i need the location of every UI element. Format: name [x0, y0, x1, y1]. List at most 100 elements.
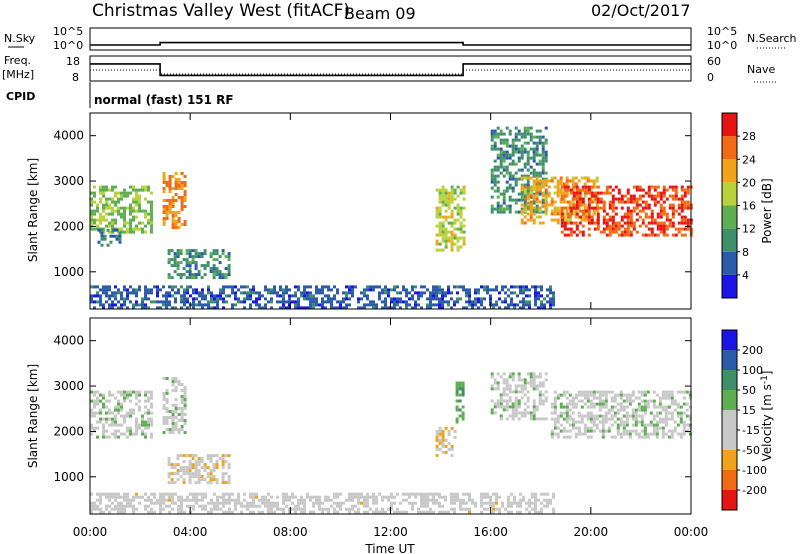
heatmap-cell [180, 398, 184, 401]
heatmap-cell [167, 457, 171, 461]
heatmap-cell [435, 444, 439, 448]
heatmap-cell [532, 414, 536, 418]
heatmap-cell [300, 495, 303, 499]
heatmap-cell [502, 390, 506, 394]
heatmap-cell [526, 212, 530, 216]
heatmap-cell [532, 147, 536, 151]
heatmap-cell [538, 390, 542, 394]
heatmap-cell [90, 492, 93, 496]
heatmap-cell [575, 197, 579, 201]
heatmap-cell [168, 205, 172, 208]
heatmap-cell [108, 294, 111, 298]
heatmap-cell [529, 194, 533, 198]
heatmap-cell [486, 501, 489, 505]
heatmap-cell [147, 218, 150, 222]
heatmap-cell [532, 182, 536, 186]
heatmap-cell [327, 294, 330, 298]
heatmap-cell [552, 294, 555, 298]
heatmap-cell [174, 404, 178, 407]
heatmap-cell [465, 507, 468, 511]
heatmap-cell [243, 498, 246, 502]
heatmap-cell [568, 203, 572, 207]
heatmap-cell [516, 510, 519, 514]
heatmap-cell [625, 429, 629, 433]
heatmap-cell [414, 300, 417, 304]
heatmap-cell [111, 423, 114, 427]
heatmap-cell [577, 206, 581, 210]
heatmap-cell [587, 197, 591, 201]
heatmap-cell [455, 387, 459, 391]
heatmap-cell [294, 507, 297, 511]
heatmap-cell [516, 285, 519, 289]
heatmap-cell [174, 300, 177, 304]
heatmap-cell [674, 185, 678, 189]
heatmap-cell [114, 492, 117, 496]
heatmap-cell [571, 176, 575, 180]
heatmap-cell [680, 221, 684, 225]
heatmap-cell [546, 300, 549, 304]
heatmap-cell [465, 294, 468, 298]
heatmap-cell [203, 463, 207, 467]
heatmap-cell [680, 227, 684, 231]
heatmap-cell [174, 178, 178, 181]
heatmap-cell [511, 174, 515, 178]
heatmap-cell [150, 291, 153, 295]
heatmap-cell [581, 200, 585, 204]
heatmap-cell [123, 191, 126, 195]
heatmap-cell [351, 498, 354, 502]
heatmap-cell [583, 396, 587, 400]
heatmap-cell [511, 417, 515, 421]
heatmap-cell [96, 291, 99, 295]
heatmap-cell [138, 227, 141, 231]
heatmap-cell [617, 188, 621, 192]
heatmap-cell [667, 390, 671, 394]
heatmap-cell [174, 306, 177, 310]
heatmap-cell [183, 199, 187, 202]
heatmap-cell [580, 399, 584, 403]
heatmap-cell [321, 507, 324, 511]
heatmap-cell [652, 414, 656, 418]
x-axis-label: Time UT [364, 542, 415, 554]
heatmap-cell [587, 191, 591, 195]
heatmap-cell [502, 207, 506, 211]
heatmap-cell [174, 492, 177, 496]
heatmap-cell [550, 197, 554, 201]
heatmap-cell [156, 306, 159, 310]
heatmap-cell [176, 472, 180, 476]
heatmap-cell [502, 156, 506, 160]
heatmap-cell [438, 426, 442, 430]
colorbar-segment [722, 370, 737, 390]
heatmap-cell [550, 402, 554, 406]
heatmap-cell [330, 288, 333, 292]
heatmap-cell [578, 221, 582, 225]
heatmap-cell [568, 218, 572, 222]
heatmap-cell [141, 414, 144, 418]
heatmap-cell [556, 435, 560, 439]
heatmap-cell [381, 300, 384, 304]
heatmap-cell [96, 224, 99, 228]
heatmap-cell [327, 495, 330, 499]
heatmap-cell [150, 405, 153, 409]
heatmap-cell [183, 190, 187, 193]
heatmap-cell [441, 233, 445, 237]
heatmap-cell [502, 174, 506, 178]
heatmap-cell [631, 390, 635, 394]
heatmap-cell [496, 402, 500, 406]
heatmap-cell [676, 411, 680, 415]
heatmap-cell [357, 510, 360, 514]
heatmap-cell [177, 226, 181, 229]
heatmap-cell [680, 194, 684, 198]
heatmap-cell [632, 209, 636, 213]
heatmap-cell [162, 220, 166, 223]
heatmap-cell [532, 150, 536, 154]
heatmap-cell [198, 300, 201, 304]
heatmap-cell [641, 194, 645, 198]
heatmap-cell [179, 454, 183, 458]
heatmap-cell [408, 501, 411, 505]
heatmap-cell [626, 191, 630, 195]
heatmap-cell [129, 393, 132, 397]
heatmap-cell [185, 249, 189, 253]
heatmap-cell [572, 185, 576, 189]
heatmap-cell [120, 510, 123, 514]
heatmap-cell [650, 212, 654, 216]
